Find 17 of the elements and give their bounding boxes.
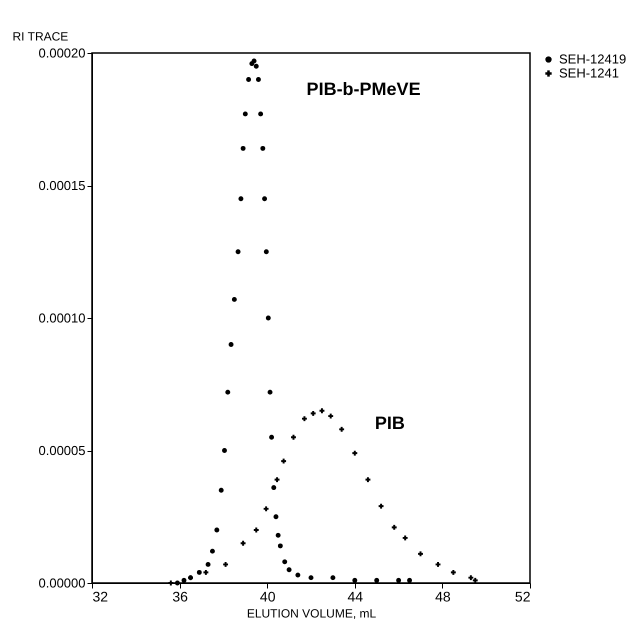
x-tick-label: 36 bbox=[172, 588, 188, 604]
y-tick-label: 0.00000 bbox=[38, 576, 86, 590]
x-tick-label: 44 bbox=[348, 588, 364, 604]
annotation: PIB-b-PMeVE bbox=[306, 79, 421, 100]
legend-label: SEH-12419 bbox=[559, 52, 626, 66]
annotation: PIB bbox=[374, 413, 405, 433]
x-axis-title: ELUTION VOLUME, mL bbox=[246, 606, 377, 620]
y-tick-label: 0.00015 bbox=[38, 178, 86, 193]
y-tick-label: 0.00010 bbox=[38, 310, 86, 326]
x-tick-label: 52 bbox=[514, 588, 531, 604]
y-axis-title: RI TRACE bbox=[12, 30, 68, 44]
x-tick-label: 32 bbox=[92, 588, 108, 604]
legend-label: SEH-1241 bbox=[559, 66, 619, 80]
y-tick-label: 0.00005 bbox=[38, 443, 86, 458]
x-tick-label: 48 bbox=[435, 588, 451, 604]
y-tick-label: 0.00020 bbox=[38, 46, 86, 60]
x-tick-label: 40 bbox=[260, 588, 276, 604]
